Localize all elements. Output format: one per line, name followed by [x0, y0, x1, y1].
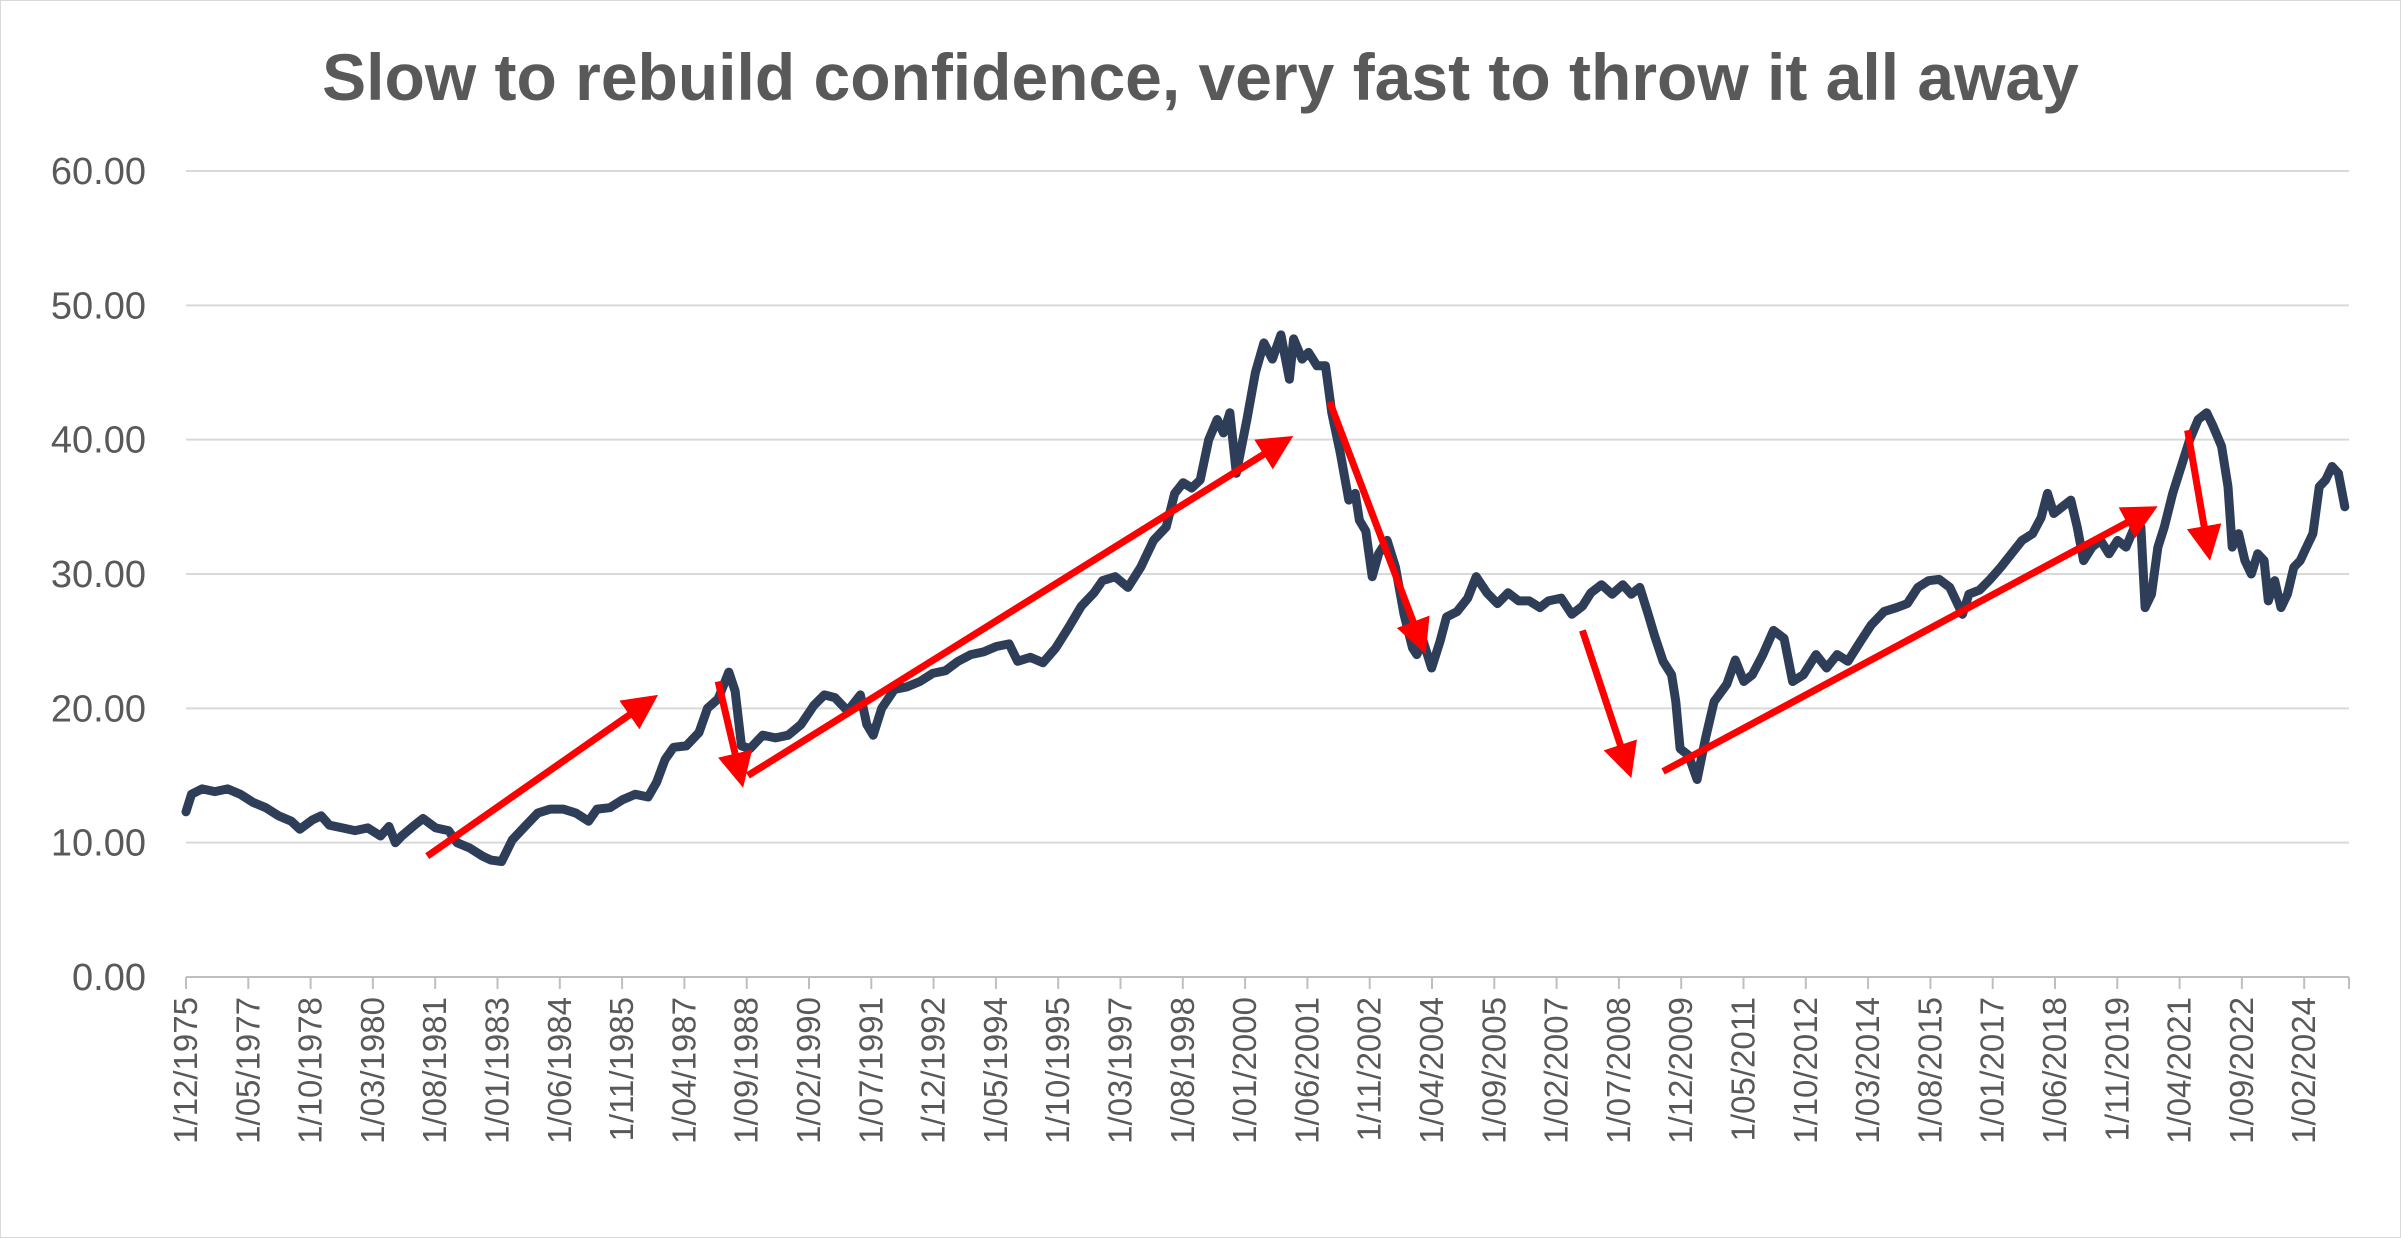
x-tick-label: 1/07/1991 [852, 997, 889, 1144]
series-line [181, 330, 2350, 866]
x-tick-label: 1/03/1980 [354, 997, 391, 1144]
y-tick-label: 10.00 [51, 823, 146, 865]
x-tick-label: 1/10/1978 [292, 997, 329, 1144]
x-tick-label: 1/11/2002 [1351, 997, 1388, 1141]
x-tick-label: 1/06/2018 [2036, 997, 2073, 1144]
x-tick-label: 1/09/2005 [1475, 997, 1512, 1144]
x-tick-label: 1/02/2024 [2285, 997, 2322, 1144]
x-tick-label: 1/12/1975 [167, 997, 204, 1144]
x-tick-label: 1/06/2001 [1288, 997, 1325, 1144]
red-arrow [1579, 629, 1637, 779]
x-tick-label: 1/10/1995 [1039, 997, 1076, 1144]
chart-title: Slow to rebuild confidence, very fast to… [322, 40, 2079, 114]
y-tick-label: 40.00 [51, 420, 146, 462]
x-tick-label: 1/12/2009 [1662, 997, 1699, 1144]
x-tick-label: 1/06/1984 [541, 997, 578, 1144]
axes: 0.00 10.00 20.00 30.00 40.00 50.00 60.00 1/12/1… [51, 151, 2350, 1144]
red-arrow [746, 435, 1294, 779]
x-tick-label: 1/01/1983 [479, 997, 516, 1144]
x-tick-label: 1/07/2008 [1600, 997, 1637, 1144]
x-tick-label: 1/02/1990 [790, 997, 827, 1144]
y-tick-label: 30.00 [51, 554, 146, 596]
x-tick-label: 1/08/1981 [416, 997, 453, 1144]
x-tick-label: 1/05/2011 [1725, 997, 1762, 1141]
x-tick-label: 1/08/2015 [1911, 997, 1948, 1144]
x-tick-label: 1/08/1998 [1164, 997, 1201, 1144]
x-tick-label: 1/04/2004 [1413, 997, 1450, 1144]
red-arrow [425, 694, 659, 859]
x-tick-label: 1/03/2014 [1849, 997, 1886, 1144]
x-tick-label: 1/03/1997 [1102, 997, 1139, 1144]
x-tick-label: 1/10/2012 [1787, 997, 1824, 1144]
red-arrow [1661, 506, 2158, 775]
red-arrow [714, 680, 753, 788]
x-tick-label: 1/01/2017 [1974, 997, 2011, 1144]
x-tick-label: 1/04/2021 [2161, 997, 2198, 1144]
y-tick-label: 50.00 [51, 285, 146, 327]
x-tick-label: 1/11/1985 [603, 997, 640, 1141]
gridlines [186, 170, 2349, 844]
x-tick-label: 1/05/1977 [229, 997, 266, 1144]
x-tick-label: 1/05/1994 [977, 997, 1014, 1144]
y-tick-label: 20.00 [51, 688, 146, 730]
x-tick-label: 1/11/2019 [2098, 997, 2135, 1141]
red-arrow [1326, 400, 1430, 655]
x-tick-label: 1/12/1992 [915, 997, 952, 1144]
x-tick-label: 1/09/1988 [728, 997, 765, 1144]
annotation-arrows [425, 400, 2222, 859]
y-tick-label: 0.00 [72, 957, 146, 999]
x-tick-label: 1/09/2022 [2223, 997, 2260, 1144]
series-layer [181, 330, 2350, 866]
red-arrow [2184, 429, 2222, 561]
x-tick-label: 1/01/2000 [1226, 997, 1263, 1144]
x-tick-label: 1/02/2007 [1538, 997, 1575, 1144]
x-tick-label: 1/04/1987 [665, 997, 702, 1144]
y-tick-label: 60.00 [51, 151, 146, 193]
